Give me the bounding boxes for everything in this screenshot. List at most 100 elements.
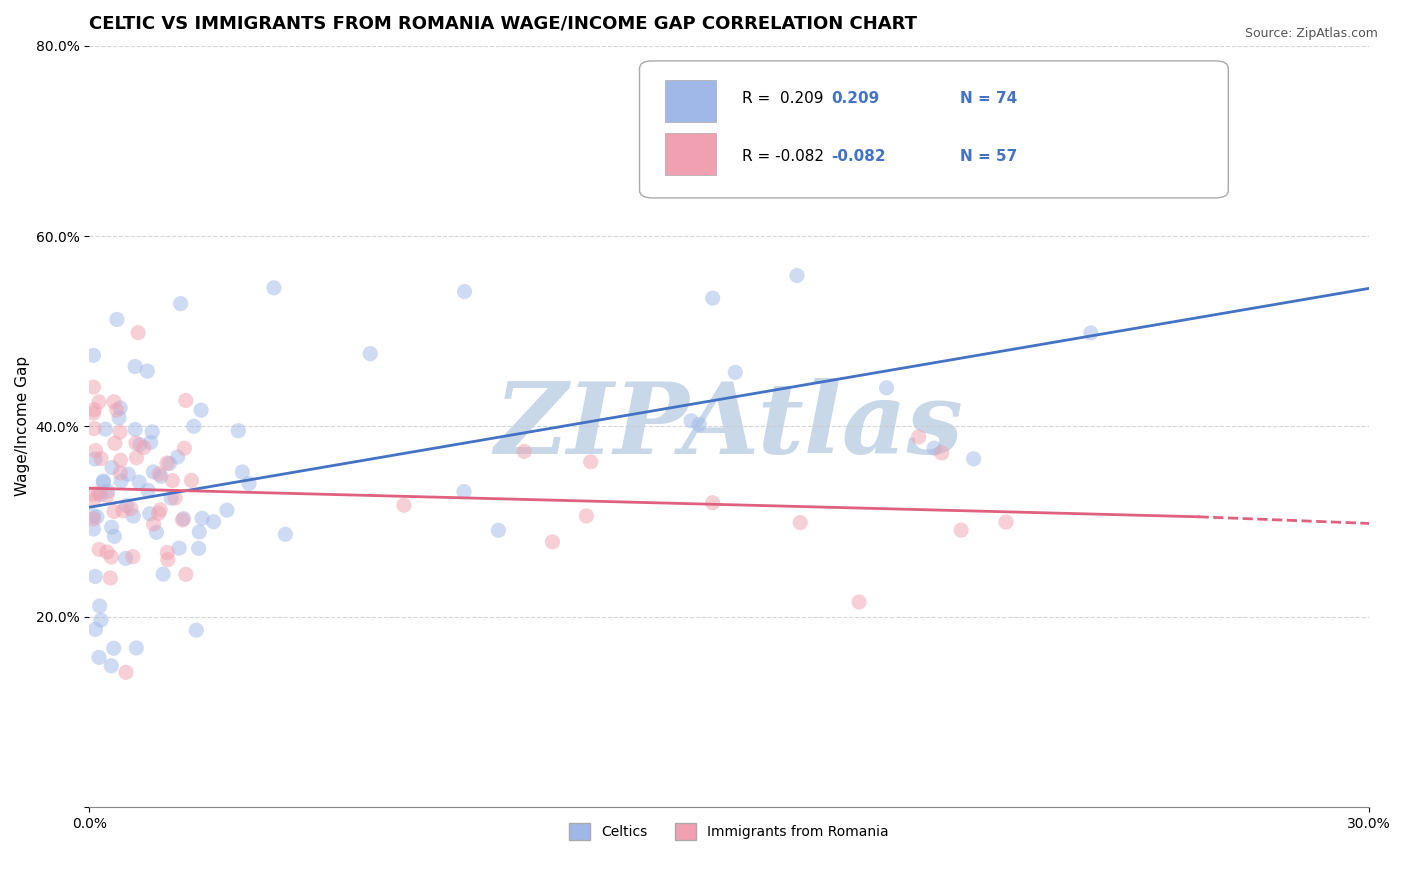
FancyBboxPatch shape <box>665 80 716 122</box>
Point <box>82 487 104 501</box>
Point <box>156 545 179 559</box>
Point <box>84 443 107 458</box>
Point <box>104 436 127 450</box>
Point <box>136 364 159 378</box>
Point <box>128 475 150 489</box>
Point <box>94 422 117 436</box>
Point <box>84 623 107 637</box>
Text: N = 74: N = 74 <box>959 92 1017 106</box>
Point <box>786 268 808 283</box>
Point <box>100 520 122 534</box>
Point <box>110 453 132 467</box>
Point <box>145 525 167 540</box>
Point <box>132 441 155 455</box>
Point <box>82 508 104 523</box>
Point <box>100 658 122 673</box>
Point <box>136 483 159 498</box>
Point <box>950 523 973 537</box>
Point <box>103 504 125 518</box>
Text: R = -0.082: R = -0.082 <box>742 149 824 163</box>
Point <box>513 444 536 458</box>
Text: CELTIC VS IMMIGRANTS FROM ROMANIA WAGE/INCOME GAP CORRELATION CHART: CELTIC VS IMMIGRANTS FROM ROMANIA WAGE/I… <box>89 15 917 33</box>
Point <box>231 465 253 479</box>
Point <box>121 549 143 564</box>
Y-axis label: Wage/Income Gap: Wage/Income Gap <box>15 356 30 497</box>
Point <box>392 498 415 512</box>
Point <box>122 509 145 524</box>
Point <box>83 421 105 435</box>
Point <box>215 503 238 517</box>
Point <box>995 515 1018 529</box>
Point <box>124 422 146 436</box>
Point <box>141 425 163 439</box>
Point <box>139 507 162 521</box>
Point <box>82 493 104 508</box>
Point <box>688 417 710 432</box>
Point <box>359 346 381 360</box>
Point <box>84 452 107 467</box>
Point <box>127 326 149 340</box>
Point <box>82 522 104 536</box>
Point <box>149 469 172 483</box>
Point <box>96 545 118 559</box>
Point <box>125 450 148 465</box>
Point <box>453 285 475 299</box>
Point <box>105 403 128 417</box>
Point <box>87 486 110 500</box>
Point <box>188 524 211 539</box>
Point <box>202 515 225 529</box>
Point <box>702 496 724 510</box>
Point <box>110 474 132 488</box>
Point <box>160 491 183 506</box>
Point <box>93 475 115 490</box>
Point <box>125 640 148 655</box>
Point <box>228 424 250 438</box>
Point <box>575 508 598 523</box>
Point <box>263 281 285 295</box>
Point <box>174 393 197 408</box>
Text: ZIPAtlas: ZIPAtlas <box>495 378 963 475</box>
Text: Source: ZipAtlas.com: Source: ZipAtlas.com <box>1244 27 1378 40</box>
Point <box>82 348 104 362</box>
Point <box>82 380 104 394</box>
Point <box>89 599 111 613</box>
Point <box>87 650 110 665</box>
Point <box>165 491 187 505</box>
Point <box>172 513 194 527</box>
Point <box>139 435 162 450</box>
Text: N = 57: N = 57 <box>959 149 1017 163</box>
Point <box>162 474 184 488</box>
Point <box>114 551 136 566</box>
Point <box>907 430 929 444</box>
Point <box>87 542 110 557</box>
Point <box>86 510 108 524</box>
Point <box>167 541 190 555</box>
Point <box>100 549 122 564</box>
Point <box>96 489 118 503</box>
Point <box>120 501 142 516</box>
Point <box>724 365 747 379</box>
Point <box>105 312 128 326</box>
Point <box>103 394 125 409</box>
Point <box>183 419 205 434</box>
Text: 0.209: 0.209 <box>831 92 880 106</box>
Text: -0.082: -0.082 <box>831 149 886 163</box>
Point <box>103 529 125 543</box>
FancyBboxPatch shape <box>640 61 1229 198</box>
Point <box>129 438 152 452</box>
Point <box>82 512 104 526</box>
Point <box>117 467 139 482</box>
Point <box>149 503 172 517</box>
Point <box>486 524 509 538</box>
Point <box>83 402 105 417</box>
Point <box>148 506 170 520</box>
Point <box>110 466 132 480</box>
Point <box>84 569 107 583</box>
Point <box>238 476 260 491</box>
Point <box>190 403 212 417</box>
Point <box>112 504 135 518</box>
Point <box>876 381 898 395</box>
Point <box>108 410 131 425</box>
Point <box>453 484 475 499</box>
Point <box>579 455 602 469</box>
